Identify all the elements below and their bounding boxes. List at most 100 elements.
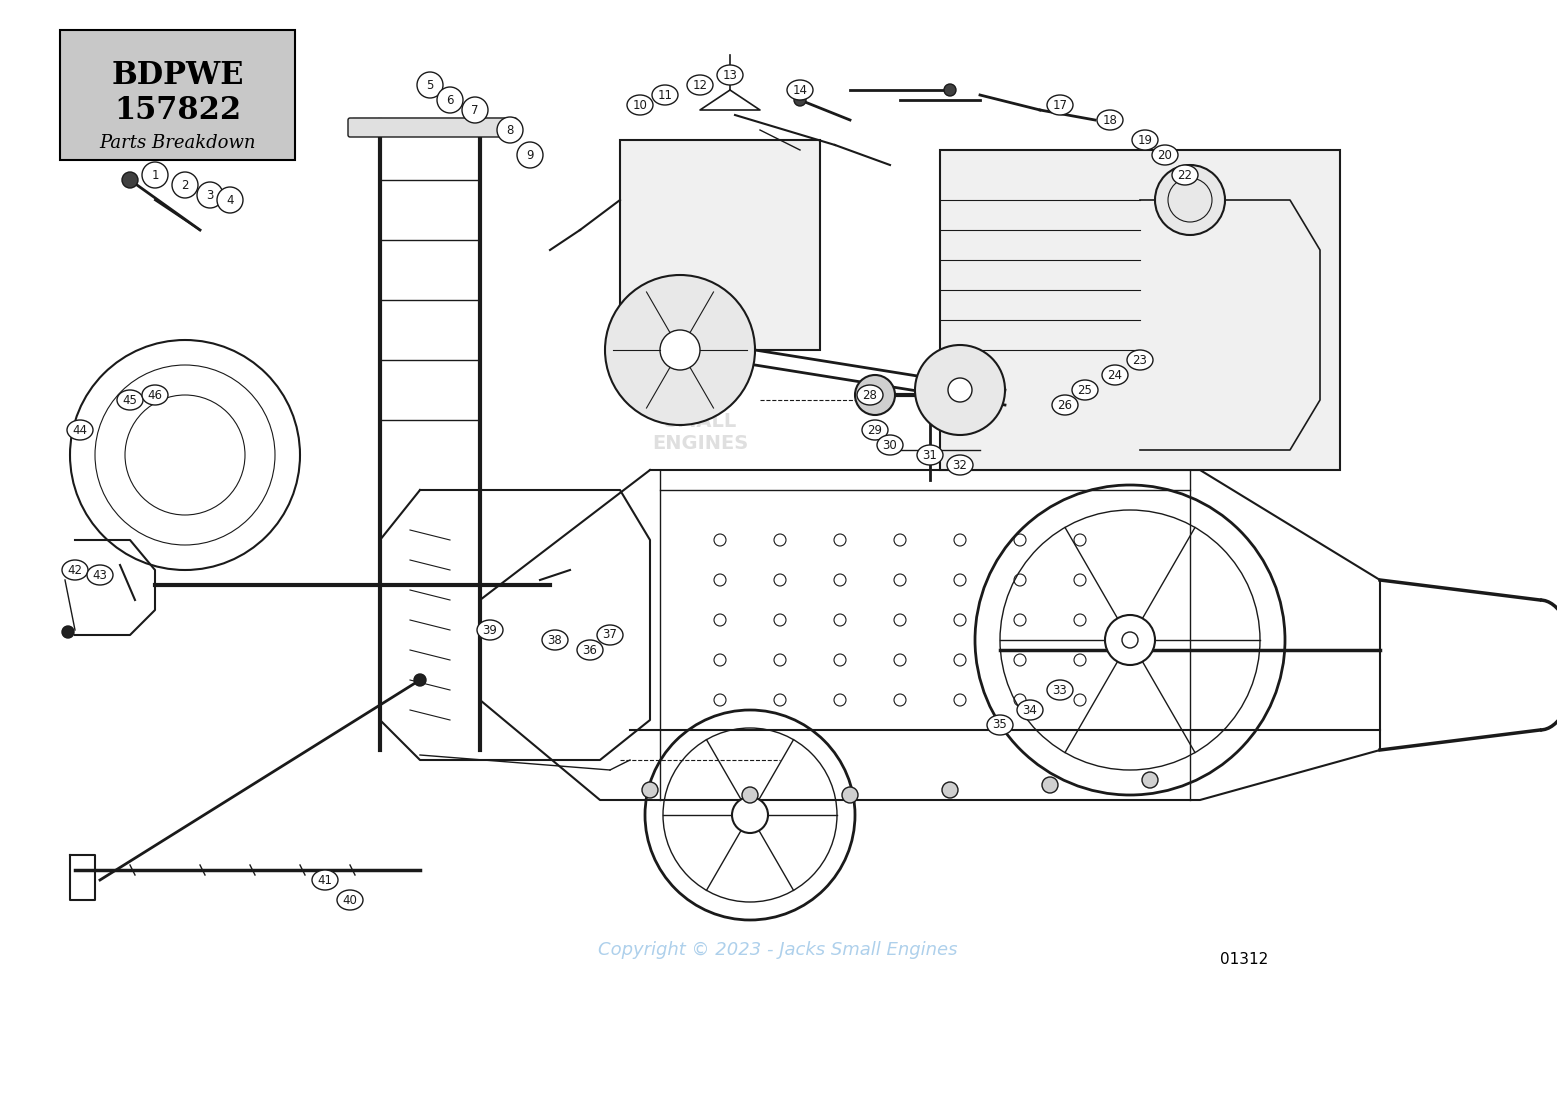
Text: 01312: 01312 (1221, 952, 1269, 967)
Circle shape (1155, 165, 1225, 235)
Circle shape (142, 162, 168, 188)
Ellipse shape (87, 565, 114, 585)
Ellipse shape (987, 715, 1014, 734)
Text: 11: 11 (657, 89, 673, 102)
Circle shape (948, 378, 972, 402)
Text: 10: 10 (632, 98, 648, 111)
Ellipse shape (1098, 110, 1123, 130)
Circle shape (462, 97, 487, 124)
Circle shape (62, 626, 75, 638)
Text: 24: 24 (1107, 368, 1123, 381)
Text: 30: 30 (883, 438, 897, 451)
Text: 44: 44 (73, 423, 87, 436)
Text: 13: 13 (722, 69, 738, 82)
Text: 14: 14 (793, 83, 808, 96)
Circle shape (732, 797, 768, 833)
Ellipse shape (596, 625, 623, 645)
Text: 23: 23 (1132, 353, 1148, 366)
Ellipse shape (627, 95, 652, 115)
Ellipse shape (1172, 165, 1197, 185)
Text: 45: 45 (123, 393, 137, 407)
Circle shape (414, 674, 427, 686)
FancyBboxPatch shape (61, 30, 294, 160)
Text: 9: 9 (526, 149, 534, 162)
Text: 8: 8 (506, 124, 514, 137)
Text: 34: 34 (1023, 704, 1037, 717)
Circle shape (942, 781, 958, 798)
Text: 35: 35 (993, 718, 1007, 731)
Text: 157822: 157822 (114, 94, 241, 126)
Circle shape (497, 117, 523, 143)
Text: 1: 1 (151, 168, 159, 181)
Text: 3: 3 (207, 188, 213, 201)
Text: 2: 2 (181, 178, 188, 191)
Ellipse shape (652, 85, 677, 105)
Circle shape (743, 787, 758, 803)
Text: 42: 42 (67, 564, 83, 576)
Ellipse shape (1102, 365, 1127, 385)
Text: 26: 26 (1057, 399, 1073, 411)
Ellipse shape (1046, 680, 1073, 700)
Ellipse shape (117, 390, 143, 410)
Text: 19: 19 (1138, 133, 1152, 146)
Ellipse shape (1152, 145, 1179, 165)
FancyBboxPatch shape (940, 150, 1341, 470)
Ellipse shape (917, 445, 944, 465)
Circle shape (1141, 772, 1158, 788)
Circle shape (606, 275, 755, 425)
Text: 37: 37 (603, 628, 618, 642)
Circle shape (216, 187, 243, 213)
Text: 29: 29 (867, 423, 883, 436)
Ellipse shape (142, 385, 168, 406)
Circle shape (417, 72, 444, 98)
Ellipse shape (67, 420, 93, 440)
Ellipse shape (62, 560, 89, 580)
Text: 18: 18 (1102, 114, 1118, 127)
Circle shape (171, 172, 198, 198)
Text: 20: 20 (1157, 149, 1172, 162)
Text: 17: 17 (1053, 98, 1068, 111)
Circle shape (794, 94, 807, 106)
Text: 41: 41 (318, 873, 333, 886)
Ellipse shape (687, 75, 713, 95)
Text: 7: 7 (472, 104, 478, 117)
Circle shape (121, 172, 139, 188)
Circle shape (855, 375, 895, 415)
Circle shape (1105, 615, 1155, 665)
Circle shape (1123, 632, 1138, 648)
Ellipse shape (863, 420, 887, 440)
Text: 46: 46 (148, 388, 162, 401)
Text: 31: 31 (923, 448, 937, 461)
Ellipse shape (1017, 700, 1043, 720)
Ellipse shape (578, 640, 603, 660)
Text: 25: 25 (1077, 384, 1093, 397)
Ellipse shape (1127, 350, 1154, 371)
Text: 40: 40 (343, 893, 358, 906)
Circle shape (641, 781, 659, 798)
Text: Copyright © 2023 - Jacks Small Engines: Copyright © 2023 - Jacks Small Engines (598, 941, 958, 959)
Text: 39: 39 (483, 623, 497, 636)
Ellipse shape (947, 455, 973, 475)
Text: 32: 32 (953, 458, 967, 471)
Ellipse shape (476, 620, 503, 640)
Text: 38: 38 (548, 634, 562, 646)
Ellipse shape (1046, 95, 1073, 115)
Ellipse shape (718, 64, 743, 85)
Ellipse shape (1053, 395, 1077, 415)
Ellipse shape (311, 870, 338, 890)
Text: 4: 4 (226, 193, 234, 207)
Circle shape (944, 84, 956, 96)
Text: 43: 43 (92, 568, 107, 581)
FancyBboxPatch shape (620, 140, 821, 350)
Ellipse shape (877, 435, 903, 455)
FancyBboxPatch shape (349, 118, 517, 137)
Circle shape (198, 183, 223, 208)
Ellipse shape (1132, 130, 1158, 150)
Circle shape (438, 87, 462, 113)
Text: BDPWE: BDPWE (111, 59, 244, 91)
Circle shape (660, 330, 701, 371)
Ellipse shape (786, 80, 813, 99)
Ellipse shape (336, 890, 363, 910)
Text: 36: 36 (582, 644, 598, 657)
Text: 22: 22 (1177, 168, 1193, 181)
